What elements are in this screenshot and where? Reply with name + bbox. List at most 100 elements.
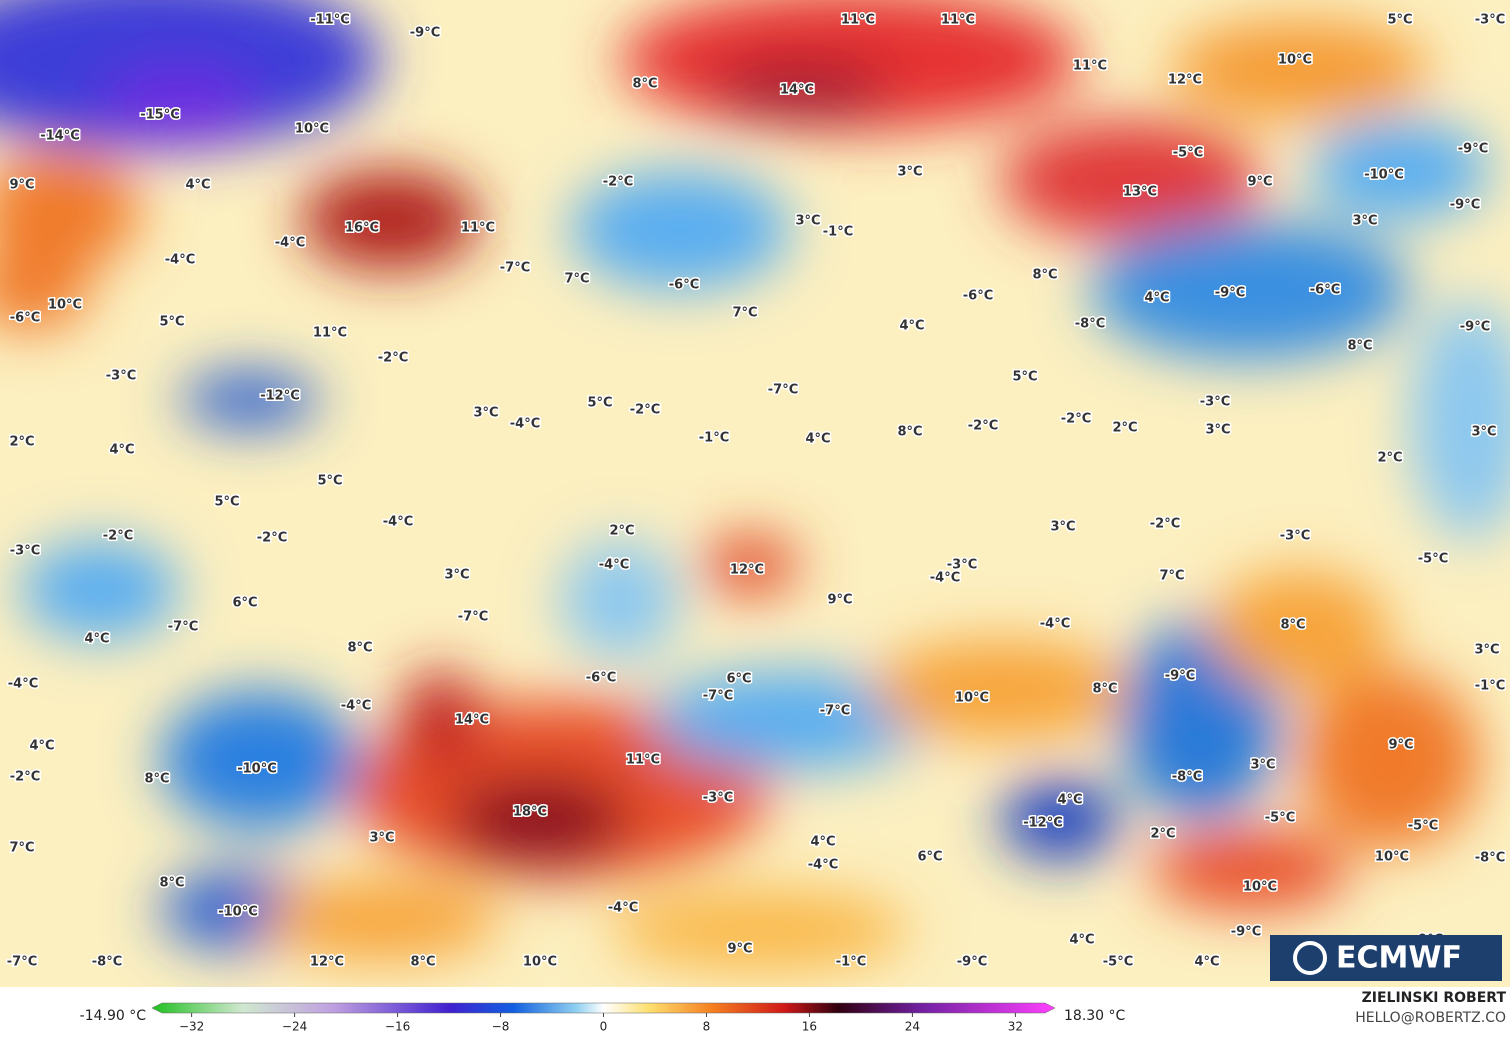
temperature-label: -7°C (7, 955, 37, 970)
temperature-label: -5°C (1408, 819, 1438, 834)
field-patch (1000, 120, 1260, 240)
field-patch (0, 150, 140, 270)
temperature-label: 11°C (1073, 59, 1107, 74)
temperature-label: -3°C (1475, 13, 1505, 28)
colorbar-tick-label: 0 (600, 1020, 608, 1034)
temperature-label: -3°C (106, 369, 136, 384)
temperature-label: 7°C (1159, 569, 1184, 584)
temperature-label: -6°C (669, 278, 699, 293)
temperature-label: 3°C (897, 165, 922, 180)
temperature-label: 4°C (29, 739, 54, 754)
colorbar-tick-label: 32 (1008, 1020, 1023, 1034)
temperature-label: -7°C (768, 383, 798, 398)
logo-icon (1293, 941, 1327, 975)
temperature-label: 3°C (369, 831, 394, 846)
temperature-labels: -11°C -9°C 11°C 11°C 5°C -3°C 8°C 14°C 11°C 12°C 1… (5, 11, 1506, 971)
field-patch (180, 372, 320, 428)
temperature-label: 4°C (1057, 793, 1082, 808)
temperature-label: -5°C (1103, 955, 1133, 970)
temperature-label: 14°C (455, 713, 489, 728)
temperature-label: 5°C (1012, 370, 1037, 385)
temperature-label: 11°C (841, 13, 875, 28)
temperature-label: -6°C (963, 289, 993, 304)
temperature-label: -6°C (10, 311, 40, 326)
temperature-label: -4°C (510, 417, 540, 432)
colorbar-tick-label: 16 (802, 1020, 817, 1034)
temperature-label: 3°C (795, 214, 820, 229)
temperature-label: -3°C (703, 791, 733, 806)
field-patch (1000, 780, 1120, 860)
logo-text: ECMWF (1336, 941, 1462, 976)
temperature-label: -7°C (458, 610, 488, 625)
temperature-label: 3°C (473, 406, 498, 421)
credit-contact: HELLO@ROBERTZ.CO (1355, 1010, 1506, 1026)
temperature-label: 5°C (587, 396, 612, 411)
temperature-label: 11°C (941, 13, 975, 28)
temperature-label: 8°C (632, 77, 657, 92)
colorbar-tick-label: 24 (905, 1020, 920, 1034)
temperature-label: -5°C (1265, 811, 1295, 826)
temperature-label: -1°C (836, 955, 866, 970)
temperature-label: 10°C (1243, 880, 1277, 895)
temperature-label: -4°C (608, 901, 638, 916)
field-patch (1310, 120, 1490, 220)
temperature-label: 6°C (917, 850, 942, 865)
field-patch (610, 890, 910, 970)
temperature-label: 2°C (1377, 451, 1402, 466)
temperature-label: -2°C (103, 529, 133, 544)
temperature-label: -3°C (1200, 395, 1230, 410)
field-patch (1300, 670, 1480, 850)
field-patch (710, 60, 890, 120)
temperature-label: -1°C (823, 225, 853, 240)
temperature-label: -7°C (168, 620, 198, 635)
temperature-label: 2°C (1112, 421, 1137, 436)
field-patch (450, 775, 630, 865)
temperature-label: 8°C (410, 955, 435, 970)
temperature-label: -8°C (1475, 851, 1505, 866)
temperature-label: -2°C (630, 403, 660, 418)
temperature-label: -10°C (1364, 168, 1404, 183)
temperature-label: 7°C (564, 272, 589, 287)
field-patch (100, 65, 260, 145)
temperature-label: -2°C (257, 531, 287, 546)
temperature-field (0, 0, 1510, 970)
colorbar-tick-label: −8 (492, 1020, 510, 1034)
temperature-label: 3°C (1050, 520, 1075, 535)
temperature-label: 3°C (444, 568, 469, 583)
temperature-label: -9°C (957, 955, 987, 970)
temperature-label: 10°C (955, 691, 989, 706)
temperature-label: 10°C (1375, 850, 1409, 865)
temperature-label: 8°C (1347, 339, 1372, 354)
temperature-label: 4°C (109, 443, 134, 458)
temperature-label: 4°C (1144, 291, 1169, 306)
colorbar-tick-label: 8 (703, 1020, 711, 1034)
temperature-label: -5°C (1418, 552, 1448, 567)
temperature-label: -12°C (1023, 816, 1063, 831)
temperature-label: 4°C (84, 632, 109, 647)
field-patch (570, 170, 790, 290)
temperature-label: 5°C (214, 495, 239, 510)
temperature-label: 10°C (48, 298, 82, 313)
temperature-label: 11°C (313, 326, 347, 341)
temperature-label: 13°C (1123, 185, 1157, 200)
temperature-label: 3°C (1250, 758, 1275, 773)
temperature-label: 4°C (805, 432, 830, 447)
temperature-label: -2°C (10, 770, 40, 785)
temperature-label: -9°C (1215, 286, 1245, 301)
colorbar-tick-label: −32 (179, 1020, 204, 1034)
field-patch (160, 690, 360, 830)
temperature-label: 4°C (810, 835, 835, 850)
temperature-label: -8°C (1075, 317, 1105, 332)
field-patch (1150, 830, 1350, 910)
temperature-label: -14°C (40, 129, 80, 144)
temperature-label: -1°C (1475, 679, 1505, 694)
temperature-label: -4°C (165, 253, 195, 268)
temperature-label: 11°C (626, 753, 660, 768)
temperature-label: 5°C (159, 315, 184, 330)
temperature-label: 11°C (461, 221, 495, 236)
temperature-label: -2°C (378, 351, 408, 366)
temperature-label: 5°C (1387, 13, 1412, 28)
credit-author: ZIELINSKI ROBERT (1362, 990, 1507, 1006)
temperature-label: 8°C (1032, 268, 1057, 283)
